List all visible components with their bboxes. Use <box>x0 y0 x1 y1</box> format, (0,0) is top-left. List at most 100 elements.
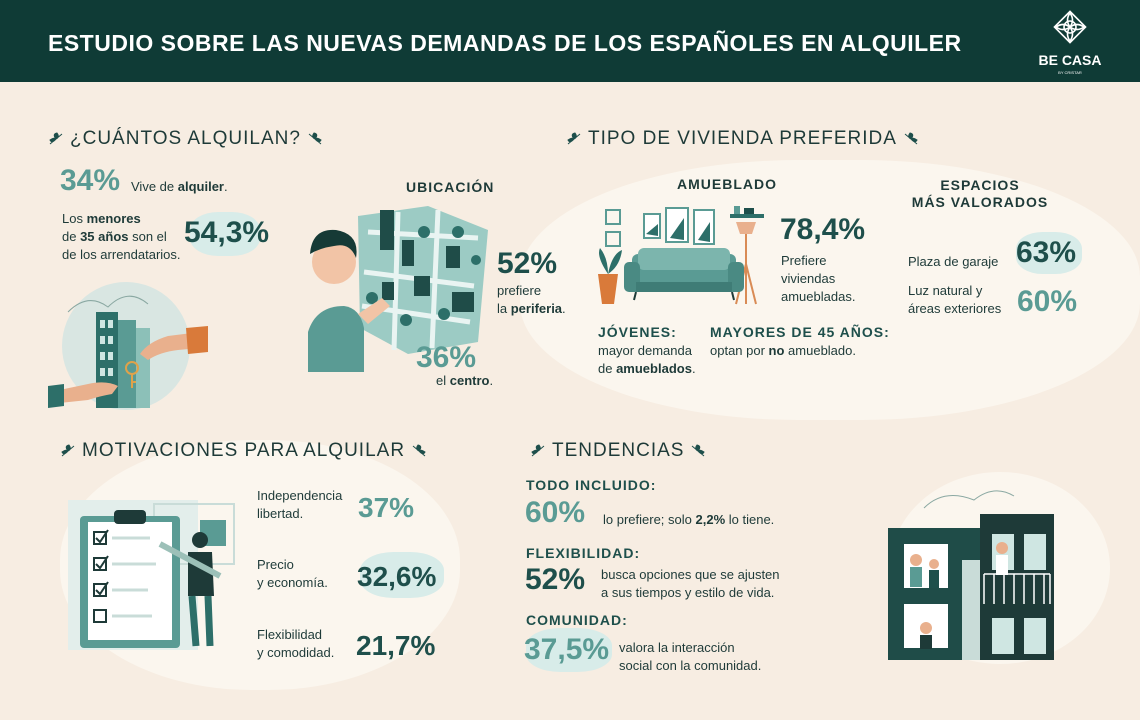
amueblado-text: Prefiere viviendas amuebladas. <box>781 252 855 306</box>
jovenes-line2-a: de <box>598 361 617 376</box>
motivacion-line2: y economía. <box>257 575 328 590</box>
comunidad-text: valora la interacción social con la comu… <box>619 639 761 675</box>
motivacion-value: 21,7% <box>356 630 436 661</box>
jovenes-line2-b: amueblados <box>616 361 692 376</box>
logo-mark-icon <box>1053 10 1087 44</box>
centro-text-a: el <box>436 373 450 388</box>
amueblado-line2: viviendas <box>781 271 836 286</box>
leaf-icon <box>412 444 426 457</box>
stat-alquiler-text-b: alquiler <box>177 179 224 194</box>
periferia-value: 52% <box>497 247 558 280</box>
mayores-text: optan por no amueblado. <box>710 342 856 360</box>
motivacion-line1: Precio <box>257 557 294 572</box>
motivacion-item: Precio y economía. <box>257 556 328 592</box>
espacio-garaje-value: 63% <box>1016 236 1077 269</box>
stat-menores-line2-a: de <box>62 229 81 244</box>
mayores-text-c: amueblado. <box>784 343 856 358</box>
flex-line2: a sus tiempos y estilo de vida. <box>601 585 775 600</box>
espacio-luz-label: Luz natural y áreas exteriores <box>908 282 1001 318</box>
motivacion-value: 37% <box>358 492 415 523</box>
stat-menores-line1-a: Los <box>62 211 87 226</box>
todo-text-b: 2,2% <box>695 512 726 527</box>
section-title-text: TENDENCIAS <box>552 440 685 461</box>
mayores-text-a: optan por <box>710 343 769 358</box>
leaf-icon <box>567 132 581 145</box>
logo-subtitle: BY CRISTAR <box>1058 70 1082 75</box>
stat-menores-value: 54,3% <box>184 216 270 249</box>
stat-menores-line2-b: 35 años <box>80 229 129 244</box>
amueblado-line1: Prefiere <box>781 253 827 268</box>
sofa-illustration <box>598 206 764 305</box>
clipboard-illustration <box>68 500 235 650</box>
highlight-blob <box>1016 232 1082 274</box>
espacio-luz-line2: áreas exteriores <box>908 301 1002 316</box>
flex-line1: busca opciones que se ajusten <box>601 567 780 582</box>
periferia-line2-a: la <box>497 301 511 316</box>
highlight-blob <box>526 628 612 672</box>
ubicacion-title: UBICACIÓN <box>406 179 495 195</box>
jovenes-line1: mayor demanda <box>598 343 692 358</box>
stat-menores-line1-b: menores <box>86 211 141 226</box>
periferia-line1: prefiere <box>497 283 542 298</box>
centro-text-b: centro <box>449 373 490 388</box>
motivacion-line2: y comodidad. <box>257 645 335 660</box>
page-title: ESTUDIO SOBRE LAS NUEVAS DEMANDAS DE LOS… <box>48 30 962 56</box>
todo-incluido-value: 60% <box>525 496 586 529</box>
leaf-icon <box>531 444 545 457</box>
section-title-motivaciones: MOTIVACIONES PARA ALQUILAR <box>60 440 427 462</box>
motivacion-line2: libertad. <box>257 506 304 521</box>
stat-menores-line3: de los arrendatarios. <box>62 247 181 262</box>
flexibilidad-title: FLEXIBILIDAD: <box>526 545 641 561</box>
section-title-tipo: TIPO DE VIVIENDA PREFERIDA <box>566 128 919 150</box>
section-title-text: MOTIVACIONES PARA ALQUILAR <box>82 440 406 461</box>
brand-logo[interactable]: BE CASA BY CRISTAR <box>1030 8 1110 78</box>
todo-text-a: lo prefiere; solo <box>603 512 696 527</box>
centro-text: el centro. <box>436 373 494 388</box>
stat-menores-text: Los menores de 35 años son el de los arr… <box>62 210 181 264</box>
todo-incluido-title: TODO INCLUIDO: <box>526 477 657 493</box>
espacio-garaje-label: Plaza de garaje <box>908 254 999 269</box>
leaf-icon <box>904 132 918 145</box>
stat-alquiler-value: 34% <box>60 164 121 197</box>
stat-alquiler-text-a: Vive de <box>131 179 178 194</box>
section-title-text: TIPO DE VIVIENDA PREFERIDA <box>588 128 897 149</box>
periferia-text: prefiere la periferia. <box>497 283 566 316</box>
section-title-tendencias: TENDENCIAS <box>530 440 706 462</box>
flexibilidad-value: 52% <box>525 563 586 596</box>
espacios-title-line2: MÁS VALORADOS <box>911 194 1049 210</box>
todo-incluido-text: lo prefiere; solo 2,2% lo tiene. <box>603 511 774 529</box>
section-title-text: ¿CUÁNTOS ALQUILAN? <box>70 128 301 149</box>
amueblado-value: 78,4% <box>780 213 866 246</box>
highlight-blob <box>190 212 260 256</box>
leaf-icon <box>61 444 75 457</box>
centro-value: 36% <box>416 341 477 374</box>
flexibilidad-text: busca opciones que se ajusten a sus tiem… <box>601 566 780 602</box>
espacios-title-2: MÁS VALORADOS <box>900 194 1060 210</box>
jovenes-text: mayor demanda de amueblados. <box>598 343 696 376</box>
leaf-icon <box>692 444 706 457</box>
keys-illustration <box>48 282 208 410</box>
amueblado-line3: amuebladas. <box>781 289 856 304</box>
amueblado-title: AMUEBLADO <box>677 176 777 192</box>
com-line1: valora la interacción <box>619 640 735 655</box>
motivacion-item: Independencia libertad. <box>257 487 342 523</box>
espacios-title: ESPACIOS <box>920 176 1040 194</box>
header-bar: ESTUDIO SOBRE LAS NUEVAS DEMANDAS DE LOS… <box>0 0 1140 82</box>
leaf-icon <box>308 132 322 145</box>
todo-text-c: lo tiene. <box>725 512 775 527</box>
building-illustration <box>888 472 1110 664</box>
com-line2: social con la comunidad. <box>619 658 762 673</box>
background-blob <box>520 160 1140 420</box>
motivacion-value: 32,6% <box>357 561 437 592</box>
logo-name: BE CASA <box>1038 52 1102 68</box>
leaf-icon <box>49 132 63 145</box>
map-illustration <box>308 206 488 372</box>
jovenes-title: JÓVENES: <box>598 324 677 340</box>
comunidad-title: COMUNIDAD: <box>526 612 628 628</box>
section-title-cuantos: ¿CUÁNTOS ALQUILAN? <box>48 128 323 150</box>
mayores-text-b: no <box>768 343 785 358</box>
comunidad-value: 37,5% <box>524 633 610 666</box>
espacios-title-line1: ESPACIOS <box>940 177 1020 193</box>
periferia-line2-b: periferia <box>510 301 563 316</box>
motivacion-line1: Independencia <box>257 488 343 503</box>
